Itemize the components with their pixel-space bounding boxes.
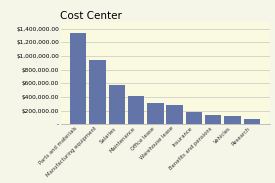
Bar (205, 115, 221, 124)
Text: Cost Center: Cost Center (60, 11, 122, 21)
Bar (166, 105, 183, 124)
Bar (244, 119, 260, 124)
Bar (109, 85, 125, 124)
Bar (89, 60, 106, 124)
Bar (147, 103, 164, 124)
Bar (70, 33, 86, 124)
Bar (186, 113, 202, 124)
Bar (128, 96, 144, 124)
Bar (224, 115, 241, 124)
